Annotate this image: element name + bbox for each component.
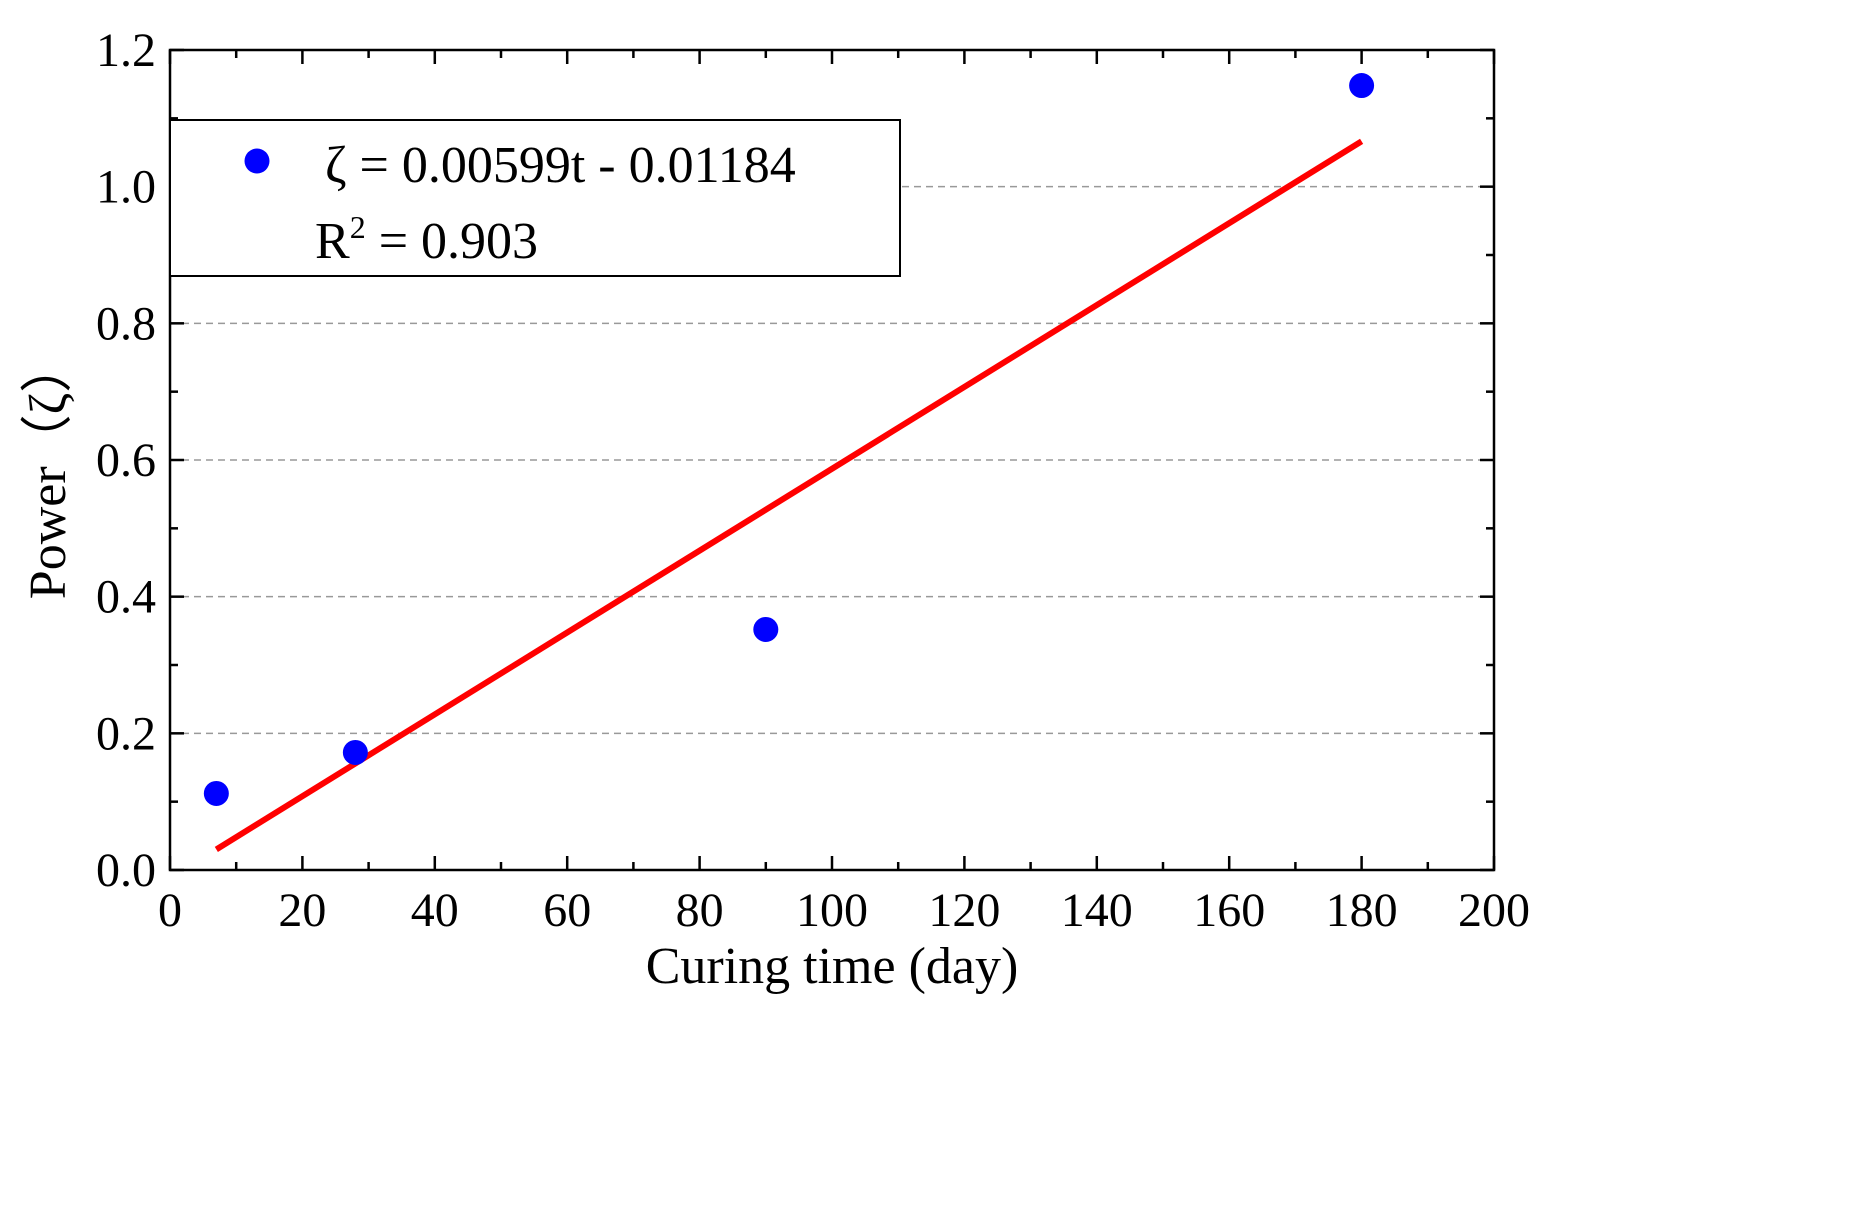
data-point: [342, 739, 368, 765]
y-tick-label: 0.6: [96, 434, 156, 487]
x-tick-label: 120: [928, 884, 1000, 937]
x-tick-label: 160: [1193, 884, 1265, 937]
r2-base: R: [315, 213, 350, 270]
data-point: [1349, 73, 1375, 99]
y-tick-label: 1.0: [96, 161, 156, 214]
tick-labels: 0 20 40 60 80 100 120 140 160 180 200 0.0 0.2 0.4 0.6 0…: [96, 24, 1530, 937]
x-tick-label: 100: [796, 884, 868, 937]
x-tick-label: 60: [543, 884, 591, 937]
y-tick-label: 0.2: [96, 707, 156, 760]
legend-r-squared: R2 = 0.903: [315, 209, 538, 270]
y-tick-label: 1.2: [96, 24, 156, 77]
legend-marker: [244, 148, 270, 174]
fit-line-layer: [214, 138, 1364, 852]
r2-superscript: 2: [350, 209, 366, 245]
x-tick-label: 80: [676, 884, 724, 937]
scatter-points: [203, 73, 1375, 806]
data-point: [753, 616, 779, 642]
x-axis-title: Curing time (day): [646, 938, 1019, 995]
x-tick-label: 20: [278, 884, 326, 937]
legend-box: [169, 119, 901, 277]
r2-value: = 0.903: [366, 213, 538, 270]
legend: ζ = 0.00599t - 0.01184 R2 = 0.903: [169, 119, 901, 277]
x-tick-label: 200: [1458, 884, 1530, 937]
data-point: [203, 780, 229, 806]
x-tick-label: 140: [1061, 884, 1133, 937]
y-tick-label: 0.8: [96, 297, 156, 350]
legend-equation: ζ = 0.00599t - 0.01184: [325, 137, 796, 194]
y-tick-label: 0.4: [96, 571, 156, 624]
x-tick-label: 180: [1326, 884, 1398, 937]
x-tick-label: 0: [158, 884, 182, 937]
fit-line: [214, 138, 1364, 852]
y-axis-title: Power（ζ）: [20, 341, 77, 599]
x-tick-label: 40: [411, 884, 459, 937]
plot-frame: [168, 48, 1496, 872]
y-tick-label: 0.0: [96, 844, 156, 897]
